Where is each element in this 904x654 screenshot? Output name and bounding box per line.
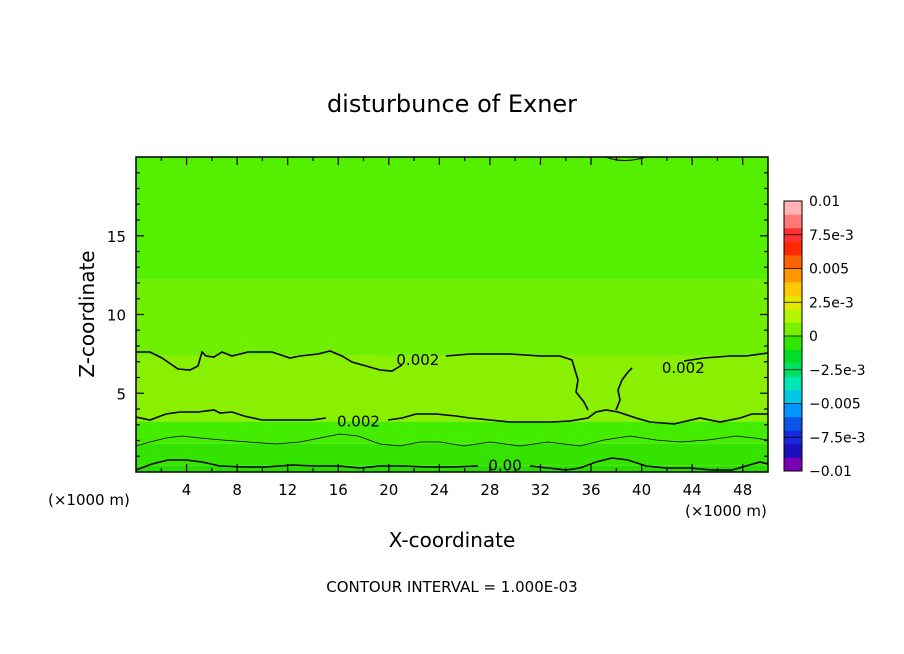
contour-line-0.002-upper-right2 <box>683 352 768 362</box>
chart-title: disturbunce of Exner <box>327 90 577 118</box>
contour-label-2: 0.002 <box>337 413 380 431</box>
colorbar-swatch-8 <box>784 349 802 364</box>
colorbar-swatch-15 <box>784 255 802 269</box>
colorbar-label-1: 7.5e-3 <box>809 228 854 244</box>
contour-line-thin <box>136 433 768 447</box>
colorbar-swatch-11 <box>784 309 802 323</box>
x-tick-label-9: 40 <box>632 481 651 499</box>
colorbar-label-5: −2.5e-3 <box>809 363 866 379</box>
contour-line-0.002-upper-left <box>136 350 403 372</box>
band-4 <box>136 279 768 356</box>
colorbar-swatch-19 <box>784 201 802 215</box>
colorbar-swatch-13 <box>784 282 802 296</box>
colorbar-swatch-9 <box>784 336 802 350</box>
contour-label-3: 0.00 <box>488 457 521 475</box>
x-tick-label-7: 32 <box>531 481 550 499</box>
x-tick-label-2: 12 <box>278 481 297 499</box>
contour-label-1: 0.002 <box>662 359 705 377</box>
colorbar-swatch-0 <box>784 457 802 472</box>
colorbar-swatch-5 <box>784 390 802 404</box>
x-unit-right: (×1000 m) <box>685 502 767 520</box>
x-tick-label-4: 20 <box>379 481 398 499</box>
colorbar-swatch-4 <box>784 403 802 418</box>
x-tick-label-0: 4 <box>182 481 192 499</box>
contour-line-0.00-right <box>529 457 768 471</box>
y-axis-label: Z-coordinate <box>75 250 99 377</box>
contour-line-0.002-upper-mid <box>445 353 589 411</box>
x-tick-label-3: 16 <box>329 481 348 499</box>
colorbar-swatch-1 <box>784 444 802 458</box>
contour-line-0.002-upper-right <box>615 367 633 411</box>
colorbar-label-8: −0.01 <box>809 464 852 480</box>
x-axis-label: X-coordinate <box>389 528 516 552</box>
contour-line-0.002-lower-right <box>387 409 768 425</box>
contour-line-0.002-lower-left <box>136 409 327 421</box>
colorbar-label-7: −7.5e-3 <box>809 430 866 446</box>
colorbar-label-2: 0.005 <box>809 262 849 278</box>
colorbar-swatch-3 <box>784 417 802 431</box>
x-tick-label-6: 28 <box>480 481 499 499</box>
colorbar-label-4: 0 <box>809 329 818 345</box>
colorbar-swatch-16 <box>784 241 802 256</box>
x-tick-label-8: 36 <box>581 481 600 499</box>
y-tick-label-0: 5 <box>116 385 126 403</box>
y-tick-label-1: 10 <box>107 307 126 325</box>
colorbar-swatch-10 <box>784 322 802 337</box>
x-tick-label-10: 44 <box>683 481 702 499</box>
colorbar-label-3: 2.5e-3 <box>809 295 854 311</box>
x-tick-label-5: 24 <box>430 481 449 499</box>
x-tick-label-11: 48 <box>733 481 752 499</box>
colorbar-label-0: 0.01 <box>809 194 840 210</box>
contour-line-top <box>605 157 647 161</box>
colorbar-label-6: −0.005 <box>809 397 861 413</box>
band-2 <box>136 421 768 444</box>
x-tick-label-1: 8 <box>232 481 242 499</box>
colorbar-swatch-6 <box>784 376 802 391</box>
band-3 <box>136 355 768 422</box>
band-5 <box>136 157 768 280</box>
contour-interval-note: CONTOUR INTERVAL = 1.000E-03 <box>326 578 577 596</box>
plot-area: 0.002 0.002 0.002 0.00 <box>136 157 768 475</box>
band-0 <box>136 465 768 472</box>
x-unit-left: (×1000 m) <box>48 491 130 509</box>
contour-label-0: 0.002 <box>396 351 439 369</box>
band-1 <box>136 443 768 466</box>
colorbar-swatch-18 <box>784 214 802 229</box>
contour-line-0.00 <box>136 459 479 471</box>
y-tick-label-2: 15 <box>107 228 126 246</box>
colorbar-swatch-14 <box>784 268 802 283</box>
